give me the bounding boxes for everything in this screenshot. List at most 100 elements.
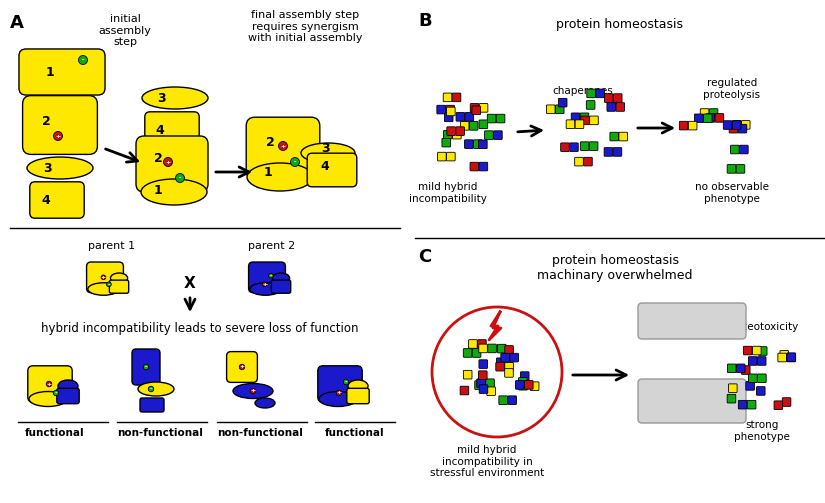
FancyBboxPatch shape bbox=[472, 349, 481, 357]
FancyBboxPatch shape bbox=[464, 140, 474, 148]
FancyBboxPatch shape bbox=[700, 109, 709, 117]
FancyBboxPatch shape bbox=[742, 366, 750, 374]
FancyBboxPatch shape bbox=[587, 89, 596, 98]
FancyBboxPatch shape bbox=[571, 113, 580, 122]
FancyBboxPatch shape bbox=[464, 349, 472, 357]
FancyBboxPatch shape bbox=[479, 360, 488, 368]
FancyBboxPatch shape bbox=[445, 113, 453, 122]
Text: 2: 2 bbox=[153, 151, 163, 164]
Text: +: + bbox=[280, 143, 285, 148]
Text: regulated
proteolysis: regulated proteolysis bbox=[662, 390, 722, 412]
FancyBboxPatch shape bbox=[442, 138, 450, 147]
Text: hybrid incompatibility leads to severe loss of function: hybrid incompatibility leads to severe l… bbox=[41, 322, 359, 335]
FancyBboxPatch shape bbox=[561, 143, 569, 151]
Text: -: - bbox=[294, 159, 296, 164]
FancyBboxPatch shape bbox=[516, 381, 524, 389]
Ellipse shape bbox=[138, 382, 174, 396]
FancyBboxPatch shape bbox=[447, 127, 455, 135]
Circle shape bbox=[54, 390, 59, 396]
FancyBboxPatch shape bbox=[318, 366, 362, 402]
Ellipse shape bbox=[29, 391, 67, 406]
FancyBboxPatch shape bbox=[28, 366, 73, 402]
FancyBboxPatch shape bbox=[688, 121, 697, 130]
Text: 4: 4 bbox=[156, 124, 164, 136]
FancyBboxPatch shape bbox=[488, 344, 497, 353]
Text: functional: functional bbox=[26, 428, 85, 438]
FancyBboxPatch shape bbox=[519, 381, 527, 390]
Circle shape bbox=[262, 282, 267, 287]
FancyBboxPatch shape bbox=[605, 94, 613, 103]
Circle shape bbox=[343, 379, 349, 385]
Text: +: + bbox=[55, 133, 60, 138]
FancyBboxPatch shape bbox=[478, 344, 488, 353]
FancyBboxPatch shape bbox=[478, 371, 487, 379]
Text: +: + bbox=[262, 282, 267, 287]
FancyBboxPatch shape bbox=[478, 140, 487, 148]
FancyBboxPatch shape bbox=[227, 352, 257, 382]
FancyBboxPatch shape bbox=[307, 153, 356, 187]
Text: strong
phenotype: strong phenotype bbox=[734, 420, 790, 442]
FancyBboxPatch shape bbox=[638, 303, 746, 339]
FancyBboxPatch shape bbox=[484, 381, 493, 389]
Circle shape bbox=[106, 282, 111, 287]
Text: final assembly step
requires synergism
with initial assembly: final assembly step requires synergism w… bbox=[248, 10, 362, 43]
FancyBboxPatch shape bbox=[456, 113, 464, 121]
FancyBboxPatch shape bbox=[474, 140, 482, 148]
FancyBboxPatch shape bbox=[501, 353, 510, 362]
Text: 1: 1 bbox=[45, 65, 54, 78]
FancyBboxPatch shape bbox=[505, 369, 513, 377]
FancyBboxPatch shape bbox=[460, 122, 469, 130]
FancyBboxPatch shape bbox=[446, 107, 455, 116]
FancyBboxPatch shape bbox=[452, 93, 461, 102]
FancyBboxPatch shape bbox=[559, 99, 567, 107]
FancyBboxPatch shape bbox=[739, 145, 748, 154]
FancyBboxPatch shape bbox=[757, 387, 765, 395]
Ellipse shape bbox=[111, 273, 128, 283]
Circle shape bbox=[54, 131, 63, 140]
FancyBboxPatch shape bbox=[619, 132, 628, 141]
Text: 3: 3 bbox=[43, 161, 51, 175]
Text: 3: 3 bbox=[321, 141, 329, 154]
FancyBboxPatch shape bbox=[57, 388, 79, 404]
FancyBboxPatch shape bbox=[729, 124, 738, 133]
FancyBboxPatch shape bbox=[616, 103, 625, 111]
Text: A: A bbox=[10, 14, 24, 32]
FancyBboxPatch shape bbox=[546, 105, 555, 114]
FancyBboxPatch shape bbox=[505, 346, 513, 354]
FancyBboxPatch shape bbox=[748, 374, 757, 383]
FancyBboxPatch shape bbox=[479, 120, 488, 129]
FancyBboxPatch shape bbox=[679, 121, 688, 130]
FancyBboxPatch shape bbox=[757, 357, 766, 365]
FancyBboxPatch shape bbox=[581, 116, 589, 125]
Ellipse shape bbox=[58, 380, 78, 392]
FancyBboxPatch shape bbox=[757, 374, 766, 383]
FancyBboxPatch shape bbox=[110, 280, 129, 293]
Circle shape bbox=[290, 157, 299, 166]
FancyBboxPatch shape bbox=[731, 145, 739, 154]
Text: +: + bbox=[101, 275, 106, 280]
FancyBboxPatch shape bbox=[737, 364, 745, 373]
FancyBboxPatch shape bbox=[638, 379, 746, 423]
FancyBboxPatch shape bbox=[87, 262, 124, 293]
FancyBboxPatch shape bbox=[472, 106, 480, 115]
Text: 4: 4 bbox=[41, 194, 50, 207]
FancyBboxPatch shape bbox=[580, 113, 589, 122]
FancyBboxPatch shape bbox=[733, 121, 741, 129]
FancyBboxPatch shape bbox=[774, 401, 783, 409]
FancyBboxPatch shape bbox=[728, 384, 737, 392]
FancyBboxPatch shape bbox=[493, 131, 502, 139]
Ellipse shape bbox=[301, 143, 355, 163]
FancyBboxPatch shape bbox=[19, 49, 105, 95]
Text: 2: 2 bbox=[41, 115, 50, 127]
FancyBboxPatch shape bbox=[469, 122, 478, 130]
Text: regulated
proteolysis: regulated proteolysis bbox=[704, 78, 761, 100]
FancyBboxPatch shape bbox=[525, 381, 533, 389]
Text: +: + bbox=[250, 388, 256, 393]
Text: mild hybrid
incompatibility: mild hybrid incompatibility bbox=[409, 182, 487, 204]
FancyBboxPatch shape bbox=[132, 349, 160, 385]
FancyBboxPatch shape bbox=[136, 136, 208, 192]
Text: mild hybrid
incompatibility in
stressful environment: mild hybrid incompatibility in stressful… bbox=[430, 445, 544, 478]
FancyBboxPatch shape bbox=[248, 262, 285, 293]
Text: +: + bbox=[239, 365, 245, 370]
Text: -: - bbox=[107, 282, 111, 287]
